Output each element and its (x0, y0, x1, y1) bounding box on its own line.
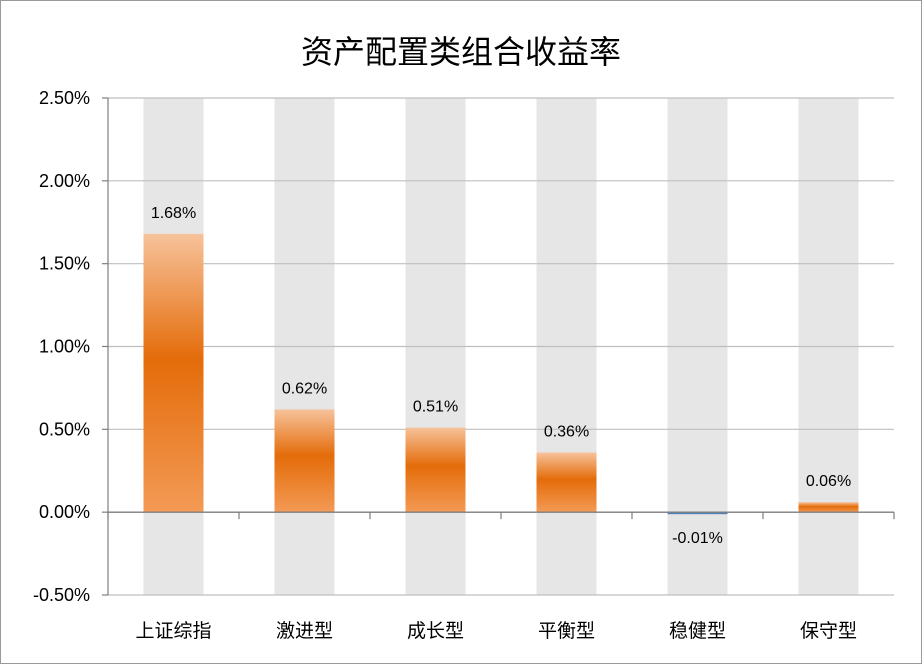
category-label: 成长型 (407, 620, 464, 642)
value-bar (798, 502, 859, 513)
category-label: 平衡型 (538, 620, 595, 642)
value-bar (143, 233, 204, 513)
data-label: 0.51% (413, 399, 458, 416)
y-tick-label: 0.50% (39, 419, 90, 439)
value-bar (667, 512, 728, 515)
value-bar (536, 452, 597, 513)
y-tick-label: 1.00% (39, 337, 90, 357)
data-label: 1.68% (151, 205, 196, 222)
y-tick-label: -0.50% (33, 585, 90, 605)
value-bar (405, 427, 466, 513)
y-tick-label: 1.50% (39, 254, 90, 274)
data-label: -0.01% (672, 530, 723, 547)
y-tick-label: 0.00% (39, 502, 90, 522)
chart-title: 资产配置类组合收益率 (301, 33, 621, 71)
data-label: 0.06% (806, 473, 851, 490)
category-label: 激进型 (276, 620, 333, 642)
data-label: 0.62% (282, 380, 327, 397)
category-label: 保守型 (800, 620, 857, 642)
category-label: 上证综指 (135, 620, 211, 642)
y-tick-label: 2.50% (39, 88, 90, 108)
data-label: 0.36% (544, 424, 589, 441)
value-bar (274, 409, 335, 513)
category-label: 稳健型 (669, 620, 726, 642)
y-tick-label: 2.00% (39, 171, 90, 191)
